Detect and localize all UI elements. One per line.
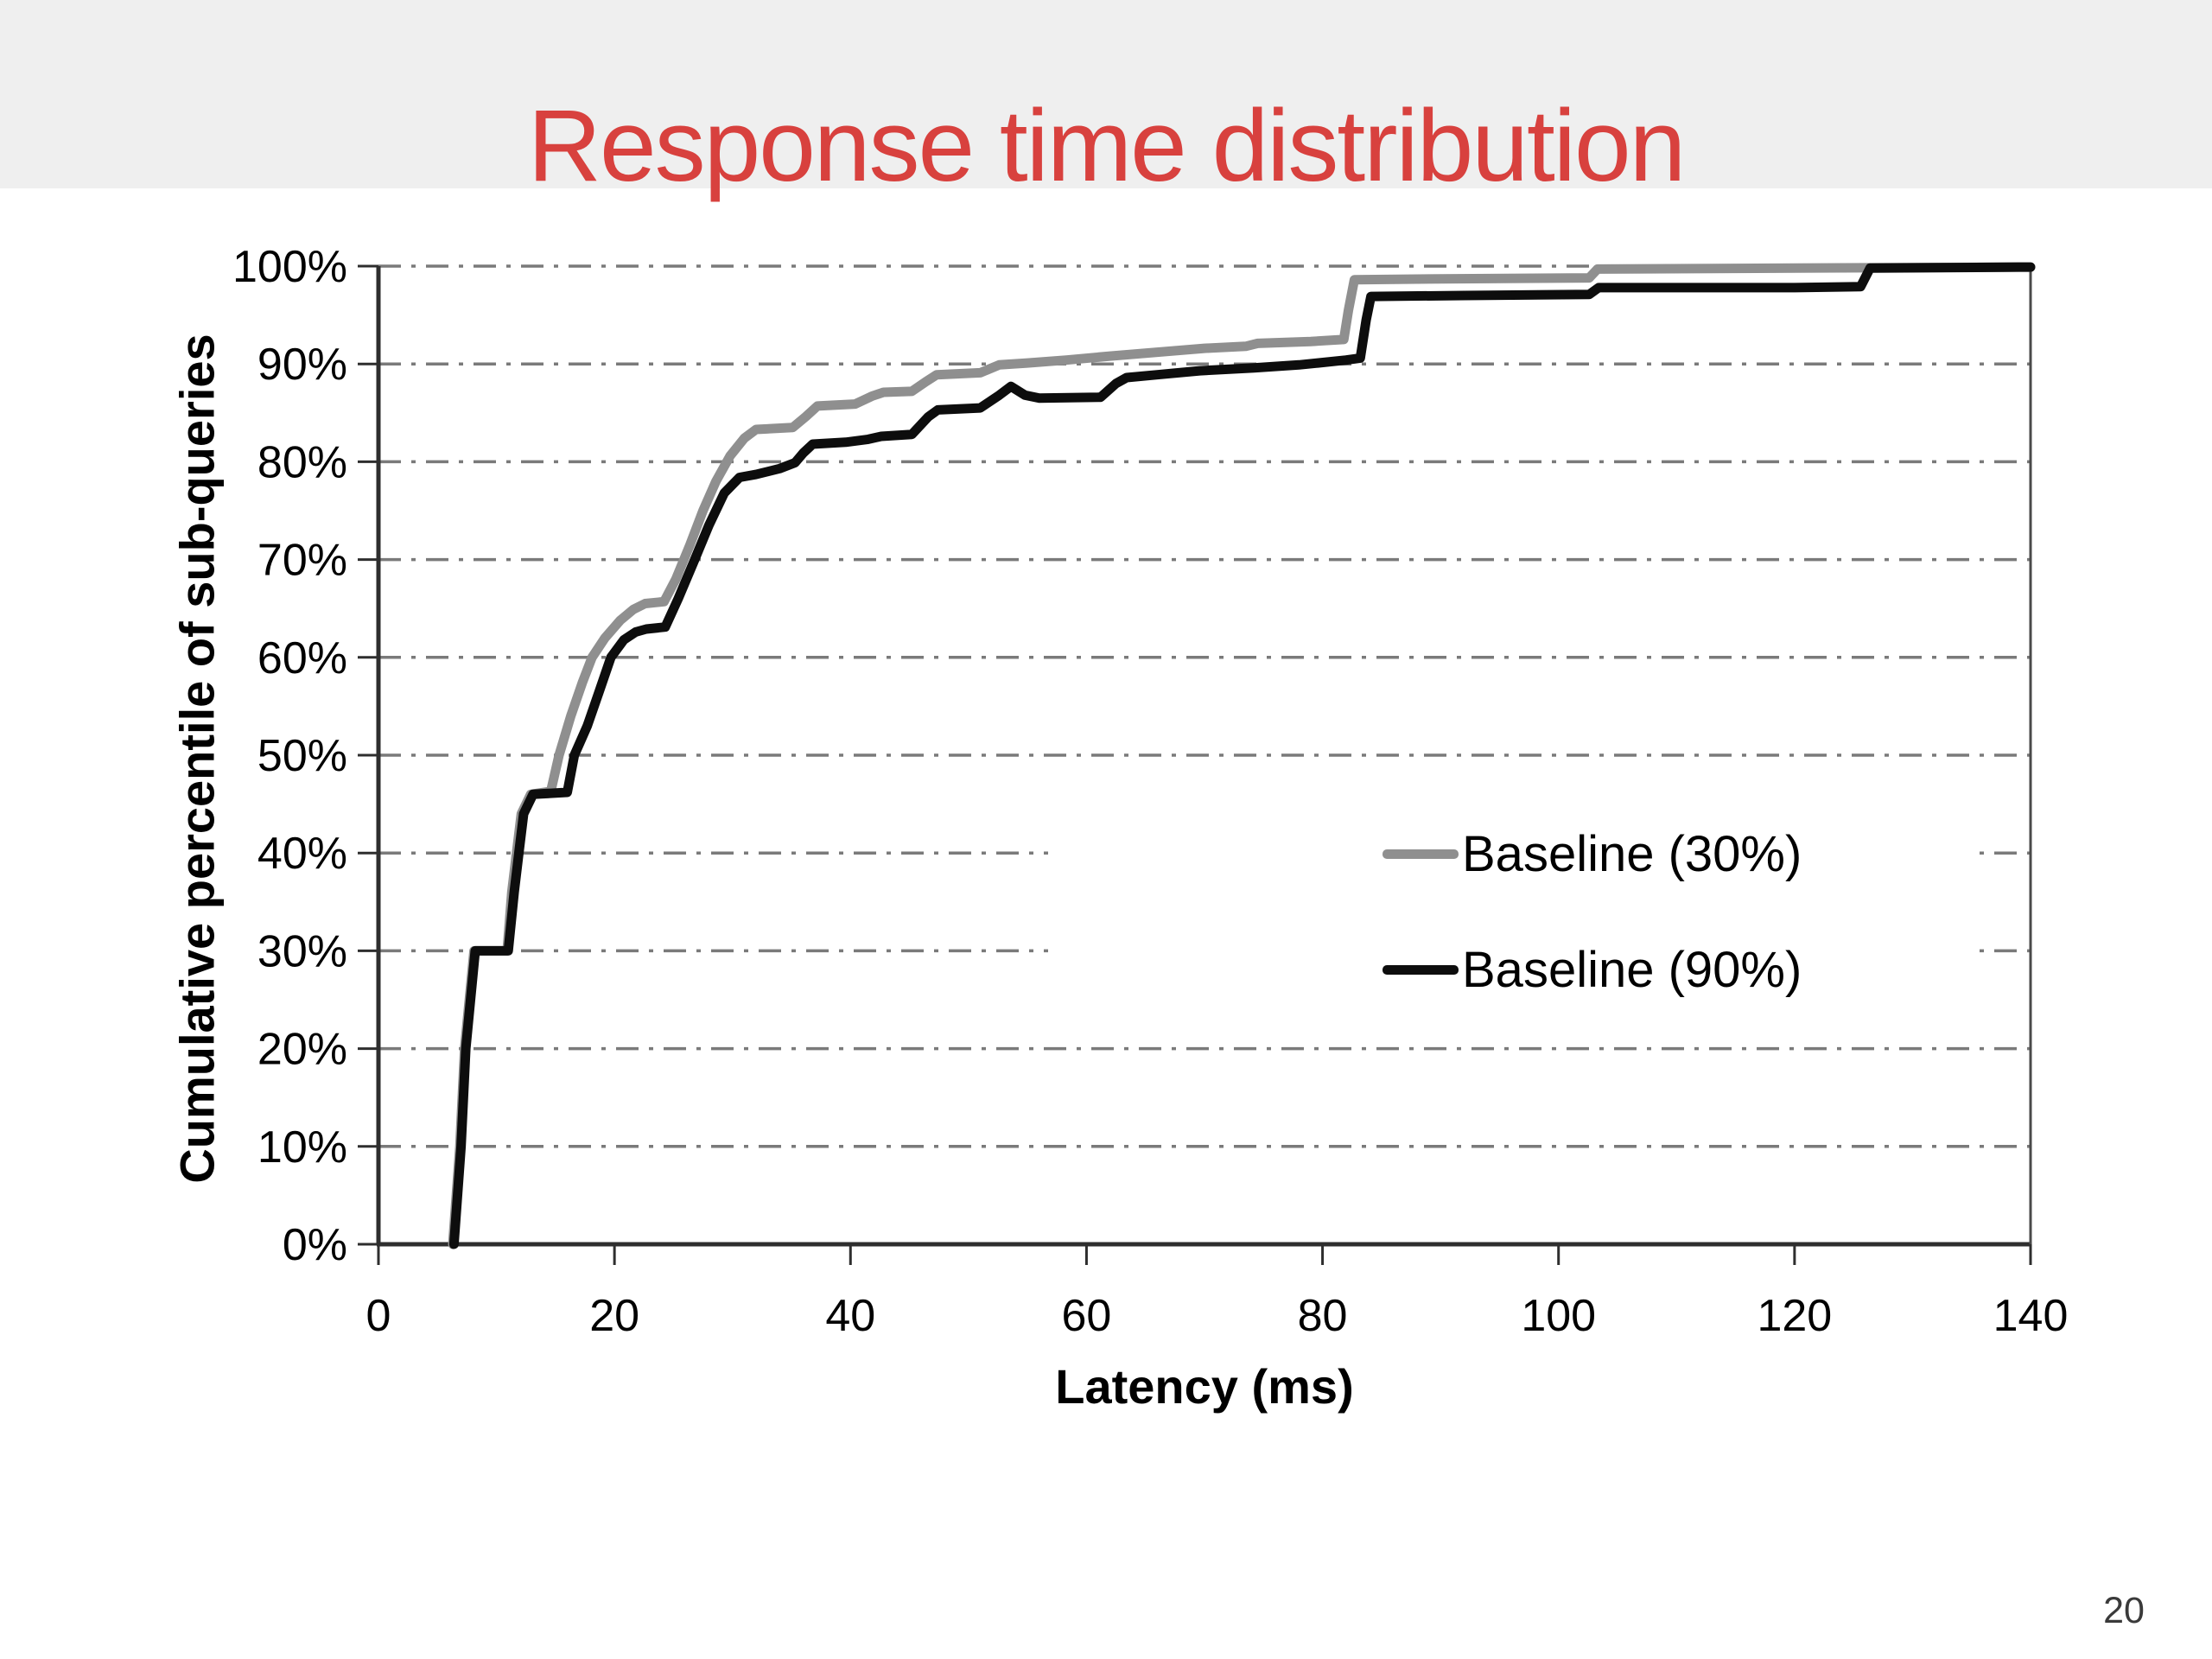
- legend-label-baseline-90: Baseline (90%): [1462, 941, 1802, 998]
- slide-title: Response time distribution: [527, 89, 1686, 204]
- legend-swatch-baseline-30-line: [1382, 849, 1459, 859]
- y-tick-label-70: 70%: [257, 536, 347, 586]
- y-tick-label-20: 20%: [257, 1025, 347, 1075]
- x-tick-label-100: 100: [1521, 1291, 1596, 1341]
- x-tick-label-60: 60: [1062, 1291, 1112, 1341]
- legend-item-baseline-30: Baseline (30%): [1382, 821, 1802, 887]
- x-tick-label-20: 20: [589, 1291, 639, 1341]
- x-axis-title: Latency (ms): [1055, 1359, 1354, 1414]
- y-tick-label-30: 30%: [257, 926, 347, 976]
- legend-item-baseline-90: Baseline (90%): [1382, 937, 1802, 1002]
- y-tick-label-80: 80%: [257, 437, 347, 487]
- x-tick-label-0: 0: [366, 1291, 391, 1341]
- y-axis-title: Cumulative percentile of sub-queries: [169, 334, 225, 1184]
- legend-background: [1048, 801, 1974, 1023]
- y-tick-label-50: 50%: [257, 731, 347, 781]
- legend-label-baseline-30: Baseline (30%): [1462, 825, 1802, 882]
- x-tick-label-140: 140: [1993, 1291, 2069, 1341]
- title-band: [0, 0, 2212, 188]
- y-tick-label-0: 0%: [283, 1220, 347, 1270]
- x-tick-label-40: 40: [825, 1291, 875, 1341]
- legend-swatch-baseline-90-line: [1382, 964, 1459, 975]
- y-tick-label-10: 10%: [257, 1122, 347, 1173]
- y-tick-label-40: 40%: [257, 829, 347, 879]
- y-tick-label-90: 90%: [257, 340, 347, 390]
- y-tick-label-100: 100%: [232, 242, 347, 292]
- x-tick-label-120: 120: [1757, 1291, 1832, 1341]
- series-line-baseline-90-: [448, 262, 2036, 1249]
- page-number: 20: [2103, 1590, 2145, 1631]
- x-tick-label-80: 80: [1298, 1291, 1348, 1341]
- y-tick-label-60: 60%: [257, 633, 347, 683]
